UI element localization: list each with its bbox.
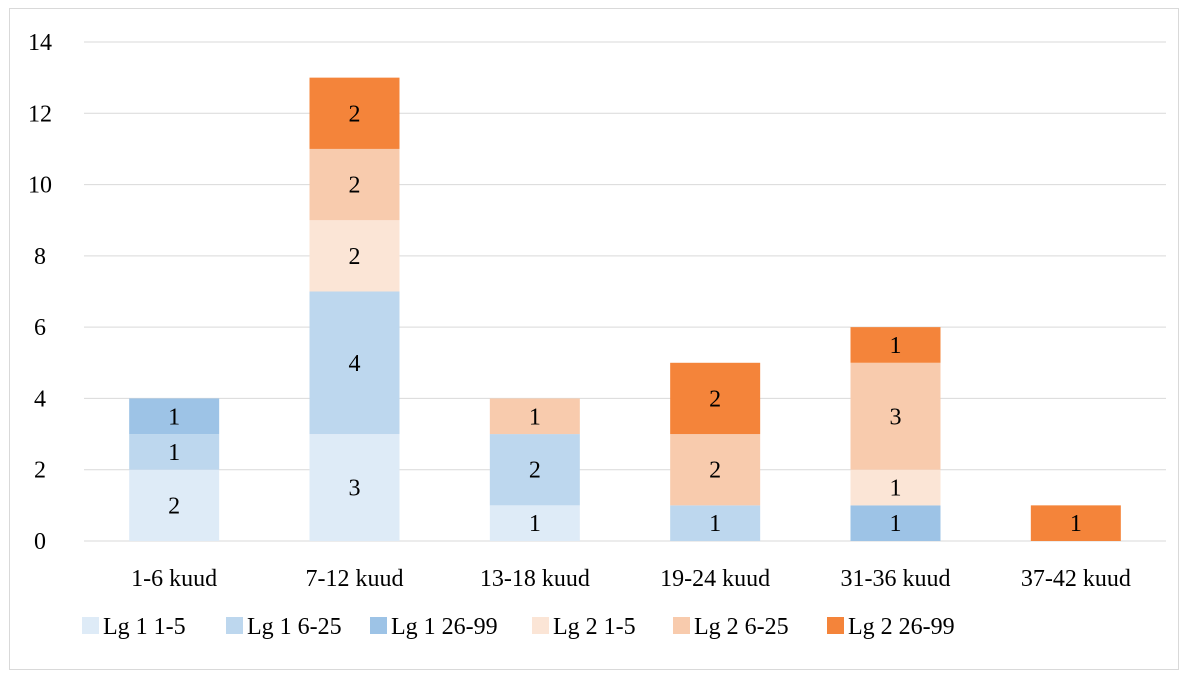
bar-segment: [489, 505, 580, 541]
data-label: 2: [709, 386, 721, 412]
x-category-label: 7-12 kuud: [306, 566, 404, 592]
data-label: 2: [529, 458, 541, 484]
y-tick-label: 8: [34, 244, 46, 270]
legend-swatch: [827, 617, 844, 634]
legend-swatch: [82, 617, 99, 634]
data-label: 4: [349, 351, 361, 377]
legend-swatch: [226, 617, 243, 634]
bar-segment: [670, 362, 761, 435]
legend-swatch: [370, 617, 387, 634]
legend-label: Lg 2 6-25: [694, 614, 789, 640]
data-label: 1: [1070, 511, 1082, 537]
data-label: 1: [709, 511, 721, 537]
legend-label: Lg 1 26-99: [391, 614, 498, 640]
legend-entry: Lg 2 6-25: [673, 614, 789, 640]
data-label: 1: [890, 511, 902, 537]
legend-swatch: [673, 617, 690, 634]
bar-segment: [309, 434, 400, 541]
legend-label: Lg 1 1-5: [103, 614, 186, 640]
data-label: 1: [890, 333, 902, 359]
bar-segment: [309, 148, 400, 221]
data-label: 1: [529, 511, 541, 537]
legend-swatch: [532, 617, 549, 634]
bar-segment: [1030, 505, 1121, 541]
data-label: 2: [349, 173, 361, 199]
y-tick-label: 10: [28, 173, 52, 199]
x-category-label: 31-36 kuud: [841, 566, 951, 592]
y-tick-label: 12: [28, 101, 52, 127]
legend-entry: Lg 1 26-99: [370, 614, 498, 640]
y-tick-label: 2: [34, 458, 46, 484]
bar-segment: [670, 505, 761, 541]
x-axis-categories: 1-6 kuud 7-12 kuud 13-18 kuud 19-24 kuud 31-…: [131, 566, 1131, 592]
data-label: 2: [709, 458, 721, 484]
legend-entry: Lg 2 26-99: [827, 614, 955, 640]
bar-segment: [129, 434, 220, 470]
bar-segment: [129, 469, 220, 541]
bar-segment: [309, 77, 400, 149]
legend-label: Lg 1 6-25: [247, 614, 342, 640]
segment-labels: 2 1 1 3 4 2 2 2 1 2 1 1 2 2 1 1 3 1 1: [168, 101, 1082, 537]
data-label: 3: [890, 404, 902, 430]
bar-segment: [850, 327, 941, 363]
bar-segment: [850, 505, 941, 541]
data-label: 2: [168, 493, 180, 519]
x-category-label: 1-6 kuud: [131, 566, 217, 592]
y-tick-label: 14: [28, 30, 52, 56]
bar-segment: [309, 220, 400, 292]
x-category-label: 37-42 kuud: [1021, 566, 1131, 592]
gridlines: [84, 41, 1166, 542]
y-axis-ticks: 0 2 4 6 8 10 12 14: [28, 30, 52, 555]
data-label: 1: [168, 404, 180, 430]
data-label: 3: [349, 476, 361, 502]
legend-label: Lg 2 26-99: [848, 614, 955, 640]
bar-segment: [489, 434, 580, 506]
legend-label: Lg 2 1-5: [553, 614, 636, 640]
data-label: 1: [529, 404, 541, 430]
bar-segment: [850, 362, 941, 470]
data-label: 2: [349, 244, 361, 270]
bars: [129, 77, 1121, 541]
data-label: 2: [349, 101, 361, 127]
bar-segment: [850, 469, 941, 506]
legend-entry: Lg 1 1-5: [82, 614, 186, 640]
data-label: 1: [890, 476, 902, 502]
legend-entry: Lg 1 6-25: [226, 614, 342, 640]
chart-frame: [9, 8, 1179, 670]
bar-segment: [129, 398, 220, 435]
y-tick-label: 6: [34, 315, 46, 341]
bar-segment: [309, 291, 400, 435]
x-category-label: 19-24 kuud: [660, 566, 770, 592]
legend-entry: Lg 2 1-5: [532, 614, 636, 640]
data-label: 1: [168, 440, 180, 466]
bar-segment: [489, 398, 580, 435]
x-category-label: 13-18 kuud: [480, 566, 590, 592]
y-tick-label: 4: [34, 386, 46, 412]
bar-segment: [670, 434, 761, 506]
y-tick-label: 0: [34, 529, 46, 555]
legend: Lg 1 1-5 Lg 1 6-25 Lg 1 26-99 Lg 2 1-5 Lg 2 …: [82, 614, 955, 640]
